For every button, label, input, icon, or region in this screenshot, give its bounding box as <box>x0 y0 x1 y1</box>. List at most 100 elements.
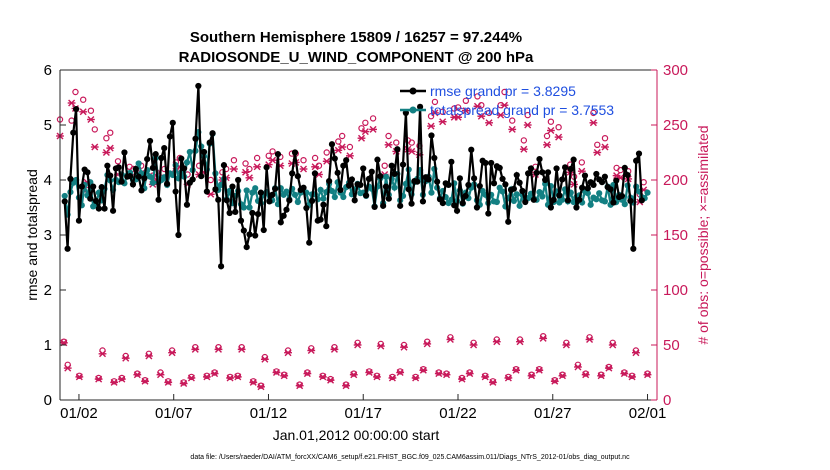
assimilated-marker <box>601 143 609 151</box>
possible-marker <box>621 369 628 376</box>
possible-marker <box>578 159 586 166</box>
rmse-point <box>64 245 71 252</box>
totalspread-point <box>146 173 154 180</box>
rmse-point <box>635 150 643 157</box>
assimilated-marker <box>349 371 358 379</box>
totalspread-point <box>186 148 193 156</box>
rmse-point <box>419 198 427 205</box>
assimilated-marker <box>342 382 350 390</box>
assimilated-marker <box>67 99 76 107</box>
rmse-point <box>232 208 239 215</box>
rmse-point <box>249 209 256 217</box>
rmse-point <box>340 162 347 169</box>
possible-marker <box>226 373 234 381</box>
assimilated-marker <box>90 143 99 151</box>
assimilated-marker <box>396 369 405 376</box>
rmse-point <box>98 184 105 191</box>
rmse-point <box>195 82 202 90</box>
possible-marker <box>396 368 404 375</box>
possible-marker <box>323 149 330 156</box>
assimilated-marker <box>272 369 281 376</box>
rmse-point <box>132 165 139 173</box>
y-right-tick-label: 50 <box>663 337 680 354</box>
rmse-point <box>550 196 557 203</box>
possible-marker <box>91 126 98 133</box>
assimilated-marker <box>461 107 470 115</box>
assimilated-marker <box>284 349 292 357</box>
rmse-point <box>505 218 512 225</box>
rmse-point <box>158 154 165 162</box>
possible-marker <box>110 378 118 385</box>
rmse-point <box>118 178 125 185</box>
rmse-point <box>598 179 606 186</box>
possible-marker <box>373 372 381 379</box>
footer-data-file: data file: /Users/raeder/DAI/ATM_forcXX/… <box>190 454 630 461</box>
totalspread-point <box>283 188 290 195</box>
possible-marker <box>304 369 311 376</box>
rmse-point <box>240 227 247 234</box>
rmse-point <box>220 162 228 169</box>
rmse-point <box>365 175 373 182</box>
assimilated-marker <box>400 343 408 351</box>
possible-marker <box>346 143 354 151</box>
rmse-point <box>488 159 495 167</box>
possible-marker <box>393 139 400 146</box>
possible-marker <box>408 139 415 146</box>
possible-marker <box>165 378 172 385</box>
assimilated-marker <box>230 165 238 173</box>
rmse-point <box>445 181 452 189</box>
totalspread-point <box>328 187 336 195</box>
assimilated-marker <box>110 378 119 386</box>
rmse-point <box>473 204 481 211</box>
assimilated-marker <box>311 163 320 171</box>
rmse-point <box>212 186 219 193</box>
possible-marker <box>246 165 253 173</box>
possible-marker <box>118 374 126 382</box>
rmse-point <box>613 177 620 184</box>
rmse-point <box>428 132 435 139</box>
rmse-point <box>345 182 353 189</box>
rmse-point <box>172 188 179 195</box>
rmse-point <box>237 217 245 224</box>
rmse-point <box>84 169 91 176</box>
rmse-point <box>183 201 191 208</box>
y-right-tick-label: 300 <box>663 62 688 79</box>
rmse-point <box>522 198 529 206</box>
y-tick-label: 2 <box>44 282 52 299</box>
assimilated-marker <box>226 374 234 382</box>
rmse-point <box>303 204 310 212</box>
rmse-point <box>280 212 287 219</box>
assimilated-marker <box>233 373 242 381</box>
possible-marker <box>203 372 211 379</box>
assimilated-marker <box>516 338 524 346</box>
assimilated-marker <box>442 371 451 379</box>
totalspread-point <box>382 173 390 180</box>
possible-marker <box>230 156 238 164</box>
rmse-point <box>161 145 168 152</box>
possible-marker <box>485 109 493 117</box>
possible-marker <box>559 371 566 378</box>
possible-marker <box>543 132 551 140</box>
rmse-point <box>382 183 390 190</box>
totalspread-point <box>584 190 591 197</box>
assimilated-marker <box>407 147 416 155</box>
possible-marker <box>362 119 369 127</box>
rmse-point <box>206 139 213 146</box>
assimilated-marker <box>500 101 509 109</box>
possible-marker <box>335 138 342 145</box>
rmse-point <box>542 176 549 184</box>
possible-marker <box>319 372 327 379</box>
possible-marker <box>528 371 535 378</box>
rmse-point <box>289 170 296 177</box>
assimilated-marker <box>322 157 331 165</box>
rmse-point <box>90 183 97 190</box>
assimilated-marker <box>164 378 173 386</box>
rmse-point <box>317 216 324 223</box>
possible-marker <box>466 369 473 376</box>
rmse-point <box>61 198 68 205</box>
totalspread-point <box>317 186 324 193</box>
rmse-point <box>323 223 330 230</box>
assimilated-marker <box>361 128 370 136</box>
assimilated-marker <box>411 374 420 382</box>
totalspread-point <box>331 193 338 201</box>
